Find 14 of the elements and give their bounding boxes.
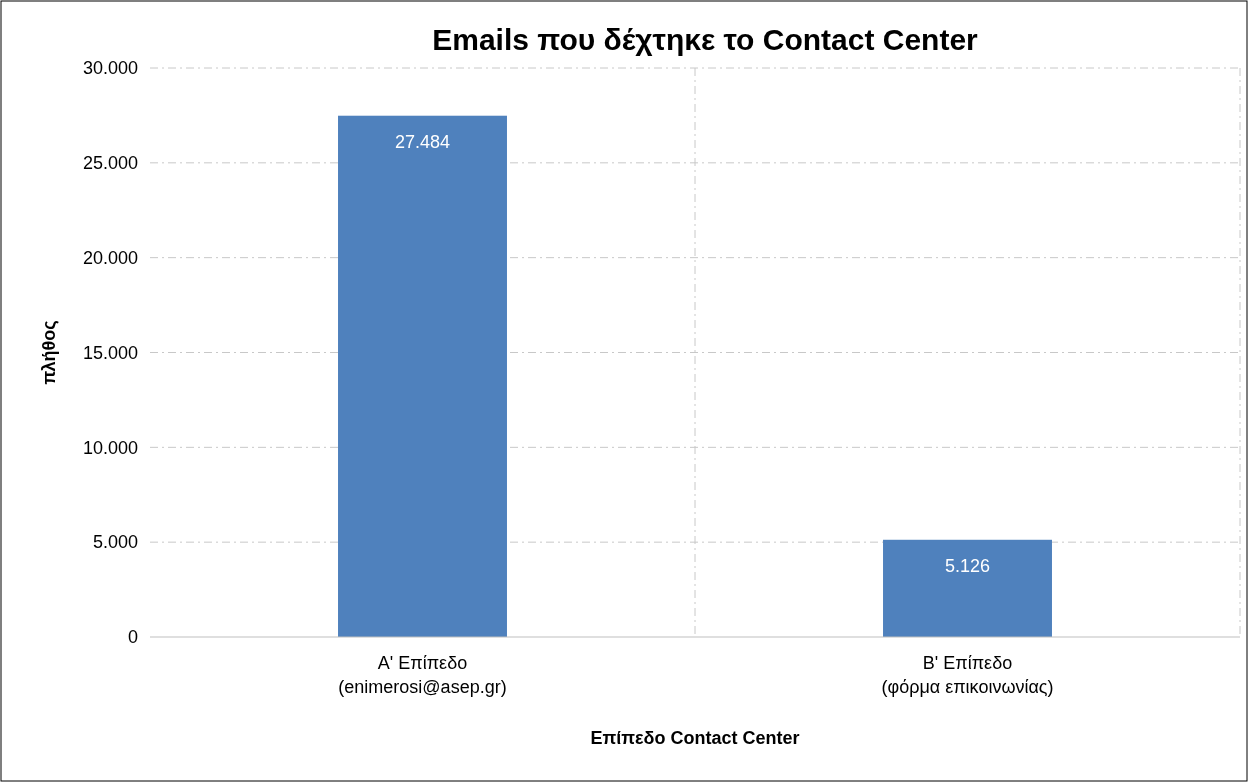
chart-title: Emails που δέχτηκε το Contact Center: [432, 23, 979, 56]
y-tick-label: 15.000: [82, 342, 138, 363]
data-label: 5.126: [944, 555, 991, 576]
y-tick-label: 10.000: [82, 437, 138, 458]
y-axis-title: πλήθος: [39, 320, 59, 385]
x-tick-label: Β' Επίπεδο (φόρμα επικοινωνίας): [881, 653, 1054, 697]
y-tick-label: 0: [127, 627, 138, 648]
y-tick-label: 30.000: [82, 58, 138, 79]
x-tick-label: Α' Επίπεδο (enimerosi@asep.gr): [338, 653, 507, 697]
y-tick-label: 25.000: [82, 153, 138, 174]
y-tick-label: 20.000: [82, 247, 138, 268]
y-tick-label: 5.000: [92, 532, 138, 553]
data-label: 27.484: [394, 131, 451, 152]
x-axis-title: Επίπεδο Contact Center: [590, 728, 800, 748]
